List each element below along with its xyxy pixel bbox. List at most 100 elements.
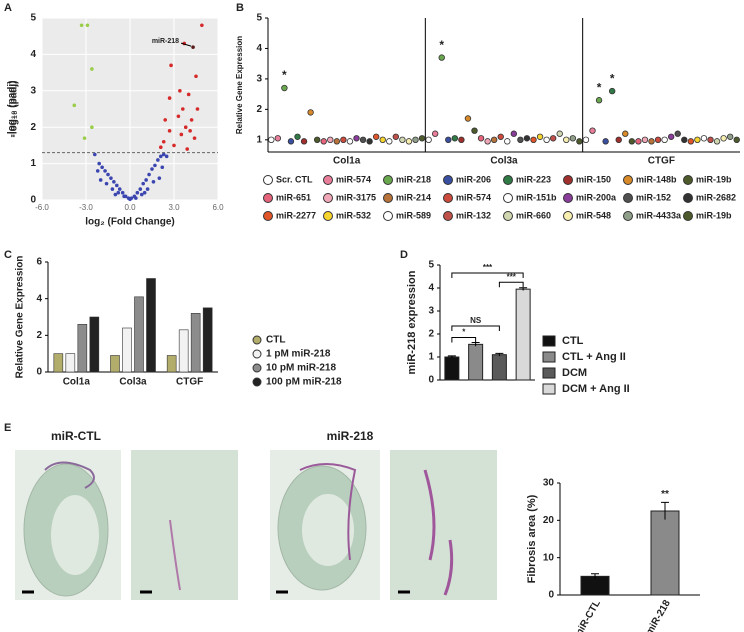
point bbox=[192, 136, 197, 140]
significance-bracket bbox=[451, 325, 500, 331]
dot bbox=[353, 135, 360, 142]
dot bbox=[674, 130, 681, 137]
y-tick-label: 0 bbox=[428, 375, 434, 386]
x-tick-label: Col1a bbox=[333, 156, 361, 167]
y-tick-label: 2 bbox=[30, 122, 36, 133]
dot bbox=[458, 136, 465, 144]
point bbox=[115, 183, 119, 188]
point bbox=[176, 114, 181, 119]
x-tick-label: 0.0 bbox=[124, 203, 136, 212]
point bbox=[167, 96, 172, 100]
significance: ** bbox=[661, 489, 669, 500]
legend-marker bbox=[263, 211, 273, 221]
y-axis-label: -log₁₀ (padj) bbox=[7, 81, 18, 138]
point bbox=[163, 118, 167, 122]
legend-marker bbox=[443, 211, 453, 221]
dot bbox=[497, 133, 504, 140]
legend-label: miR-151b bbox=[516, 192, 557, 202]
point bbox=[160, 165, 165, 170]
y-tick-label: 0 bbox=[36, 367, 42, 378]
x-tick-label: 3.0 bbox=[168, 203, 180, 212]
point bbox=[161, 139, 166, 144]
dot bbox=[569, 135, 577, 142]
point bbox=[122, 194, 126, 199]
legend-label: Scr. CTL bbox=[276, 174, 313, 184]
legend-label: miR-19b bbox=[696, 174, 732, 184]
x-tick-label: -3.0 bbox=[79, 203, 93, 212]
significance: * bbox=[597, 80, 602, 94]
bar bbox=[110, 355, 120, 373]
point bbox=[134, 196, 138, 200]
legend-label: miR-218 bbox=[396, 174, 431, 184]
legend-swatch bbox=[542, 335, 556, 347]
dot bbox=[687, 138, 695, 145]
x-tick-label: CTGF bbox=[176, 377, 203, 388]
dot bbox=[346, 138, 354, 145]
point bbox=[135, 190, 140, 195]
legend-label: miR-589 bbox=[396, 210, 431, 220]
point bbox=[100, 165, 104, 170]
legend-label: CTL + Ang II bbox=[562, 351, 626, 363]
point bbox=[169, 63, 173, 68]
legend-swatch bbox=[542, 367, 556, 379]
point bbox=[145, 187, 150, 191]
y-tick-label: 5 bbox=[428, 260, 434, 271]
y-axis-label: -log₁₀ (padj) bbox=[9, 81, 20, 138]
y-tick-label: 6 bbox=[36, 257, 42, 268]
point bbox=[157, 176, 162, 180]
dot bbox=[425, 136, 432, 144]
error-bar bbox=[591, 573, 599, 579]
legend-label: CTL bbox=[562, 335, 584, 347]
dot bbox=[379, 136, 386, 144]
legend-marker bbox=[252, 363, 262, 373]
bar bbox=[650, 510, 680, 596]
significance-bracket bbox=[451, 272, 524, 279]
point bbox=[178, 89, 182, 93]
point bbox=[195, 107, 200, 111]
y-tick-label: 3 bbox=[428, 306, 434, 317]
dot bbox=[615, 136, 622, 144]
bar bbox=[146, 278, 156, 373]
legend-label: miR-574 bbox=[336, 174, 371, 184]
dot bbox=[451, 135, 459, 142]
y-axis-label: Fibrosis area (%) bbox=[526, 494, 538, 583]
dot bbox=[694, 136, 701, 144]
dot bbox=[536, 133, 544, 140]
point bbox=[147, 172, 151, 177]
point bbox=[156, 158, 160, 162]
point bbox=[113, 192, 118, 197]
point bbox=[112, 180, 116, 184]
legend-marker bbox=[383, 193, 393, 203]
dot bbox=[281, 84, 288, 92]
legend-marker bbox=[683, 175, 693, 185]
legend-marker bbox=[252, 335, 262, 345]
panel-label: A bbox=[4, 2, 12, 14]
legend-label: CTL bbox=[266, 335, 285, 346]
bar bbox=[134, 296, 144, 373]
significance: * bbox=[439, 38, 444, 52]
dot bbox=[313, 136, 321, 144]
dot bbox=[327, 136, 334, 144]
legend-marker bbox=[563, 175, 573, 185]
y-tick-label: 3 bbox=[256, 74, 262, 85]
point bbox=[161, 152, 166, 157]
point bbox=[82, 136, 87, 140]
dot bbox=[418, 135, 426, 142]
panel-label: B bbox=[236, 2, 244, 14]
bar bbox=[468, 343, 484, 381]
dot bbox=[405, 138, 413, 145]
legend-marker bbox=[623, 193, 633, 203]
dot bbox=[386, 138, 393, 145]
x-tick-label: -6.0 bbox=[35, 203, 49, 212]
point bbox=[98, 178, 103, 182]
legend-label: 10 pM miR-218 bbox=[266, 363, 336, 374]
point bbox=[103, 169, 107, 173]
legend-marker bbox=[683, 211, 693, 221]
legend-marker bbox=[383, 175, 393, 185]
dot bbox=[713, 138, 721, 145]
y-tick-label: 1 bbox=[30, 158, 36, 169]
legend-label: miR-3175 bbox=[336, 192, 376, 202]
legend-marker bbox=[443, 175, 453, 185]
dot bbox=[333, 138, 341, 145]
dot bbox=[556, 130, 563, 137]
